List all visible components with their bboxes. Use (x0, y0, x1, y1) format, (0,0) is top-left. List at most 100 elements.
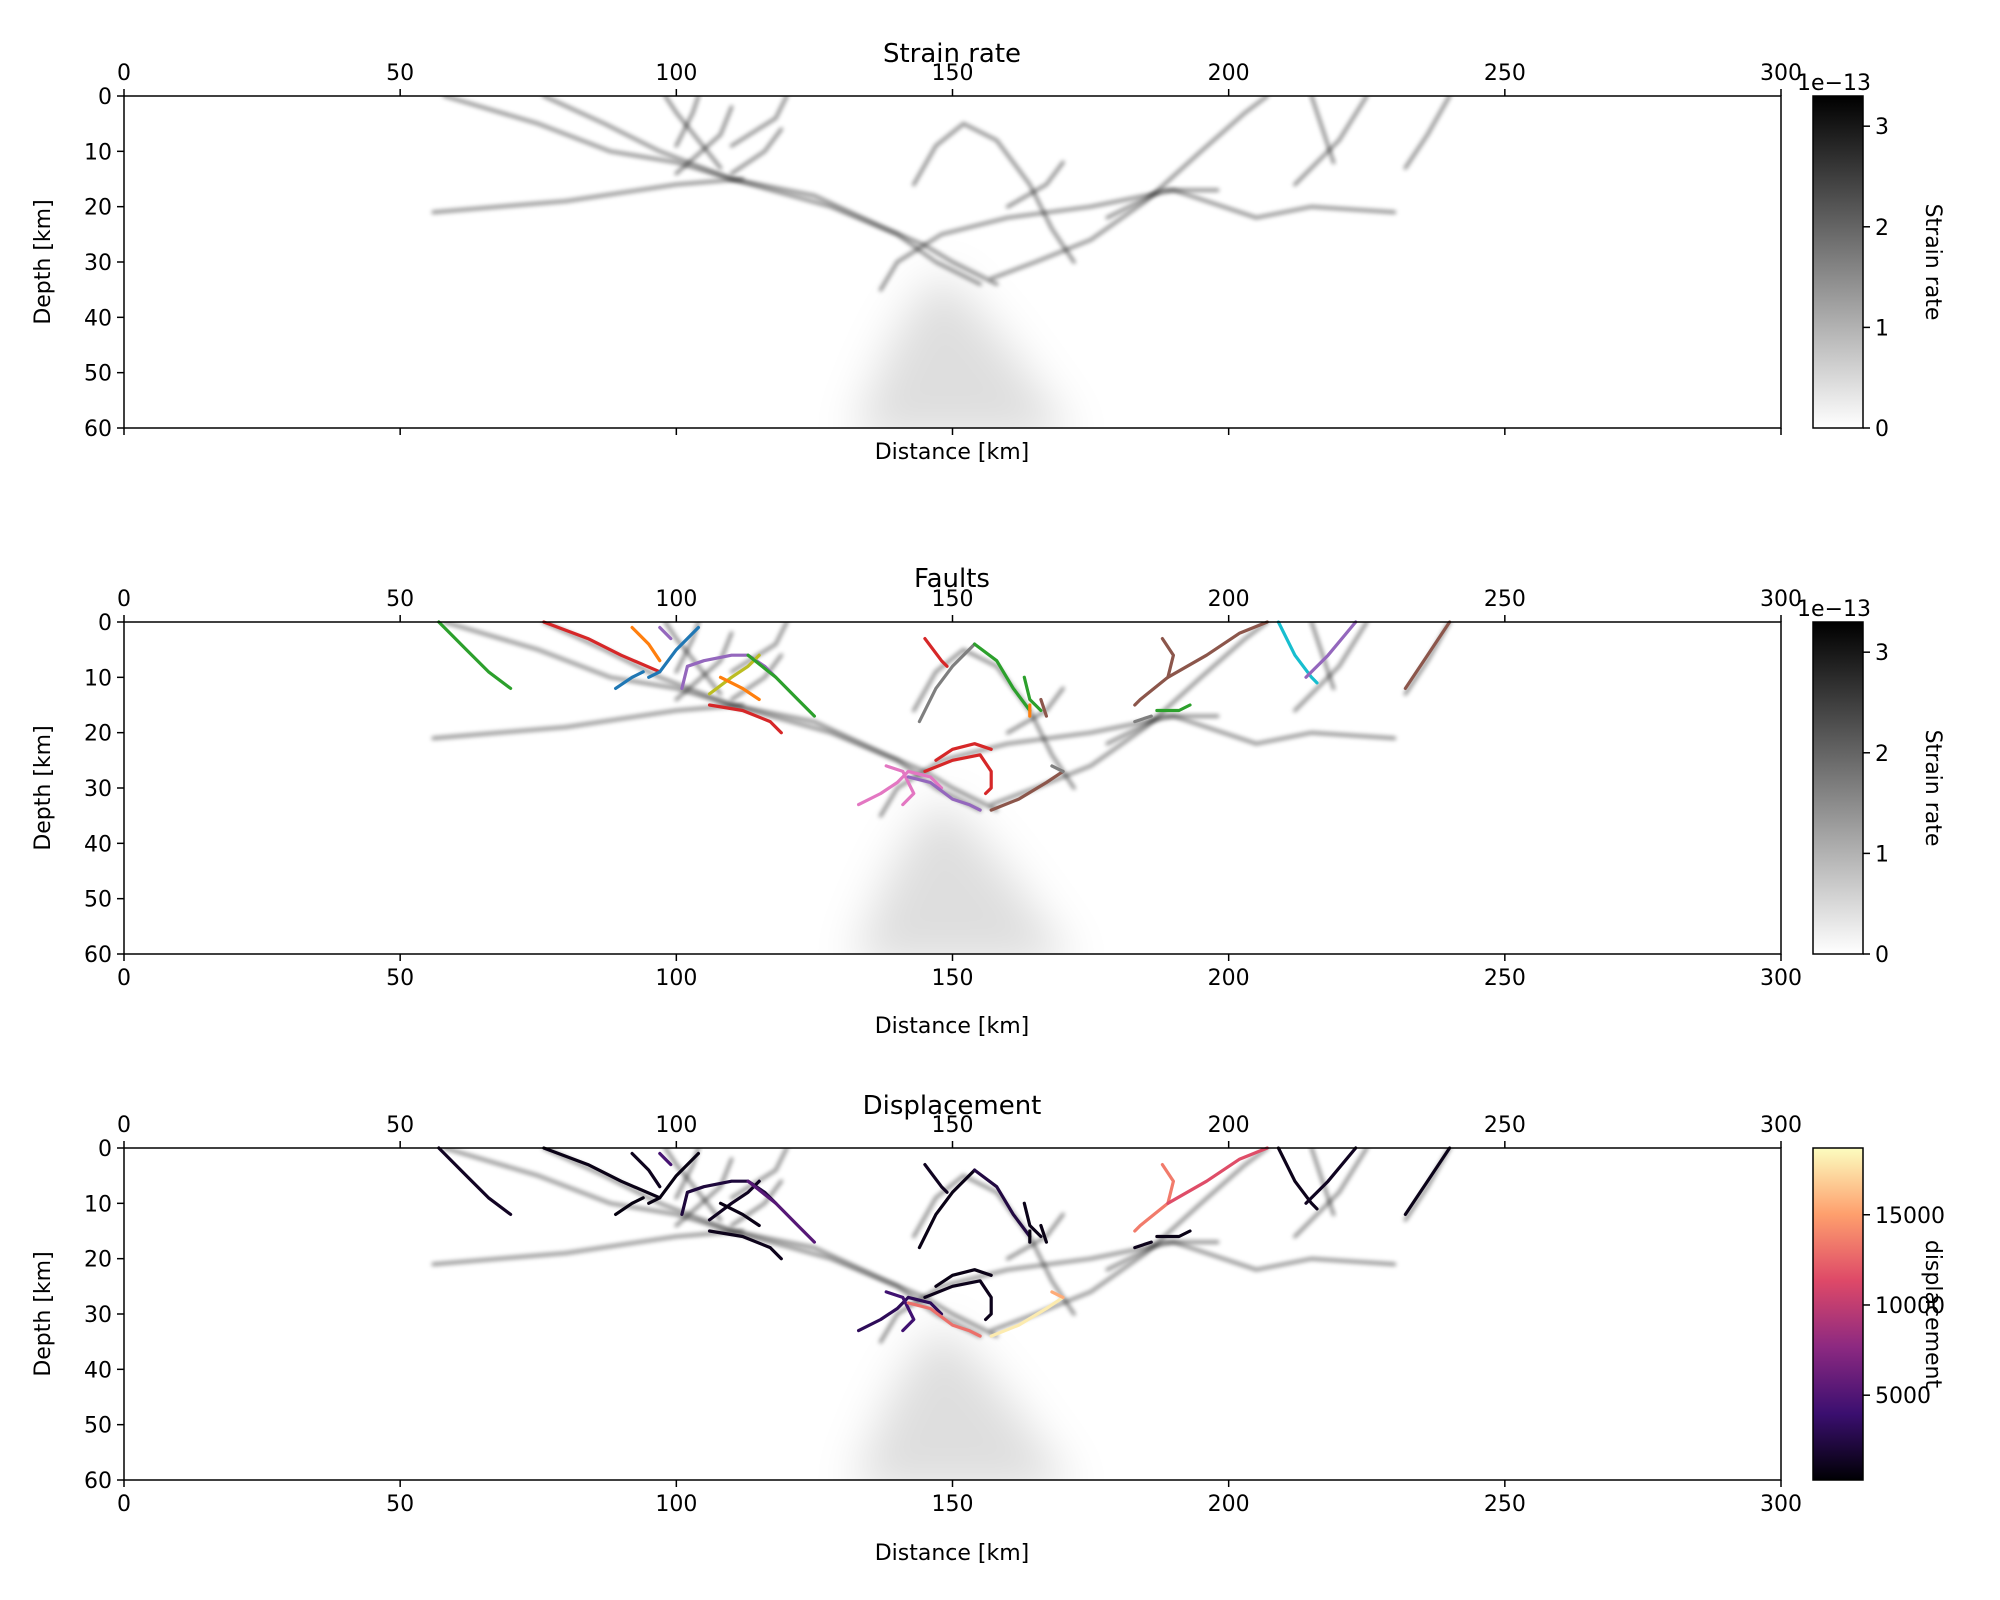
fault-displacement-line (1133, 1240, 1153, 1250)
x-axis-label: Distance [km] (875, 440, 1030, 465)
strain-band (674, 631, 734, 702)
fault-line (934, 742, 993, 762)
strain-band (729, 96, 789, 148)
x-axis-top: 0 50 100 150 200 250 300 (117, 1113, 1802, 1148)
y-tick-label: 20 (84, 1248, 112, 1273)
x-tick-label: 300 (1760, 61, 1802, 86)
fault-displacement-line (1022, 1201, 1043, 1239)
x-tick-label: 50 (386, 966, 414, 991)
x-axis-top: 0 50 100 150 200 250 300 (117, 587, 1802, 622)
y-axis: 0 10 20 30 40 50 60 (84, 85, 124, 442)
x-tick-label: 0 (117, 587, 131, 612)
strain-plume (856, 799, 1067, 954)
colorbar: 5000 10000 15000 displacement (1812, 1147, 1945, 1481)
y-axis: 0 10 20 30 40 50 60 (84, 611, 124, 968)
x-tick-label: 0 (117, 61, 131, 86)
x-tick-label: 250 (1484, 61, 1526, 86)
fault-line (1276, 620, 1319, 685)
panel-displacement: 0 50 100 150 200 250 300 0 50 100 150 200 250 300 0 1… (31, 1091, 1945, 1566)
x-tick-label: 50 (386, 587, 414, 612)
colorbar-label: displacement (1920, 1240, 1945, 1389)
fault-displacement-line (906, 1301, 982, 1338)
x-axis-label: Distance [km] (875, 1541, 1030, 1566)
colorbar-tick-label: 5000 (1875, 1384, 1931, 1409)
y-tick-label: 30 (84, 777, 112, 802)
strain-rate-field (431, 1148, 1452, 1480)
y-tick-label: 0 (98, 611, 112, 636)
x-axis-bottom (123, 428, 1782, 435)
strain-band (729, 622, 789, 674)
fault-displacement-line (647, 1151, 700, 1205)
fault-displacement-line (658, 1151, 673, 1167)
fault-line (680, 653, 778, 690)
fault-displacement-line (437, 1146, 513, 1216)
fault-displacement-line (1155, 1229, 1192, 1239)
fault-line (857, 769, 944, 807)
x-axis-bottom: 0 50 100 150 200 250 300 (117, 954, 1802, 991)
y-tick-label: 0 (98, 85, 112, 110)
fault-displacement-line (680, 1179, 778, 1216)
fault-line (989, 769, 1065, 812)
strain-band (912, 647, 1076, 790)
strain-band (1293, 96, 1369, 187)
strain-band (542, 96, 982, 286)
fault-displacement-line (707, 1229, 783, 1261)
fault-displacement-line (1166, 1146, 1269, 1205)
x-axis-bottom: 0 50 100 150 200 250 300 (117, 1480, 1802, 1517)
fault-line (647, 625, 700, 679)
fault-displacement-line (1050, 1290, 1065, 1299)
x-tick-label: 250 (1484, 1492, 1526, 1517)
strain-band (1005, 686, 1065, 735)
strain-band (674, 96, 701, 148)
strain-band (729, 127, 784, 176)
fault-line (437, 620, 513, 690)
strain-plume (856, 1325, 1067, 1480)
fault-displacement-line (1403, 1146, 1452, 1216)
colorbar-label: Strain rate (1920, 204, 1945, 321)
panel-title: Strain rate (883, 39, 1021, 69)
x-tick-label: 300 (1760, 966, 1802, 991)
colorbar-offset-text: 1e−13 (1797, 597, 1871, 622)
fault-line (746, 653, 816, 718)
x-tick-label: 100 (655, 587, 697, 612)
y-tick-label: 20 (84, 722, 112, 747)
x-tick-label: 150 (932, 1113, 974, 1138)
y-tick-label: 30 (84, 1303, 112, 1328)
fault-displacement-line (1133, 1163, 1175, 1233)
x-tick-label: 300 (1760, 587, 1802, 612)
colorbar-tick-label: 1 (1875, 316, 1889, 341)
strain-band (989, 96, 1270, 281)
x-tick-label: 100 (655, 966, 697, 991)
fault-displacement-line (746, 1179, 816, 1244)
y-tick-label: 60 (84, 417, 112, 442)
colorbar-tick-label: 3 (1875, 641, 1889, 666)
y-tick-label: 10 (84, 1192, 112, 1217)
fault-displacement-line (630, 1151, 662, 1189)
y-tick-label: 50 (84, 888, 112, 913)
x-tick-label: 200 (1208, 966, 1250, 991)
fault-line (614, 670, 645, 690)
x-tick-label: 100 (655, 1492, 697, 1517)
y-tick-label: 60 (84, 943, 112, 968)
strain-band (912, 121, 1076, 264)
fault-displacement-line (718, 1201, 761, 1228)
fault-displacement-line (989, 1295, 1065, 1338)
x-tick-label: 0 (117, 1492, 131, 1517)
strain-band (442, 622, 999, 812)
strain-band (1403, 96, 1452, 170)
fault-line (630, 625, 662, 663)
fault-line (718, 675, 761, 702)
x-tick-label: 250 (1484, 966, 1526, 991)
x-axis-top: 0 50 100 150 200 250 300 (117, 61, 1802, 96)
x-tick-label: 150 (932, 966, 974, 991)
x-axis-label: Distance [km] (875, 1014, 1030, 1039)
strain-band (1293, 622, 1369, 713)
colorbar-tick-label: 2 (1875, 216, 1889, 241)
strain-band (1005, 160, 1065, 209)
x-tick-label: 300 (1760, 1492, 1802, 1517)
colorbar-tick-label: 10000 (1875, 1294, 1945, 1319)
fault-displacement-lines (437, 1146, 1452, 1338)
colorbar-tick-label: 3 (1875, 115, 1889, 140)
